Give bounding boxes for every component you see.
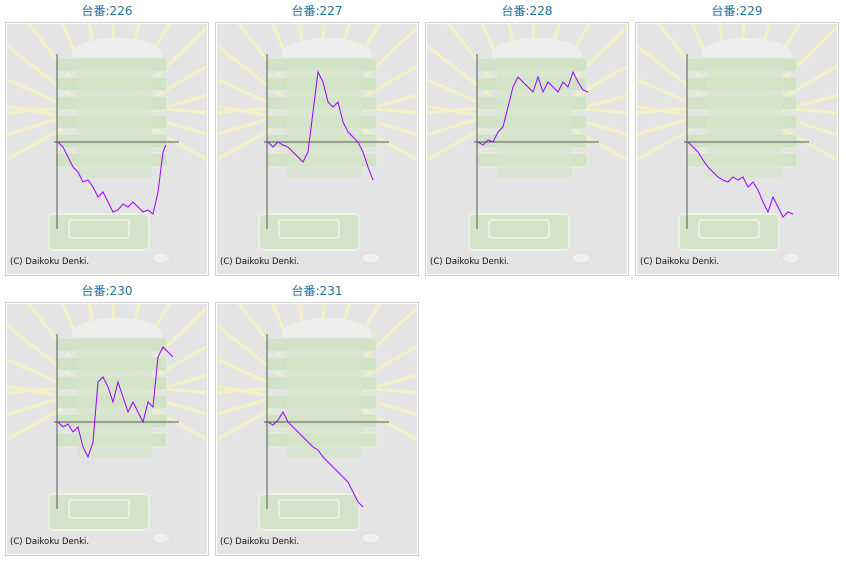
background-illustration [637,24,837,264]
machine-title-link[interactable]: 台番:230 [81,284,133,298]
slump-line [57,141,167,215]
background-illustration [427,24,627,264]
copyright-text: (C) Daikoku Denki. [220,537,299,547]
slump-line [57,346,174,459]
machine-card-231: 台番:231 (C) Daikoku Denki. [215,280,419,556]
graph-svg: (C) Daikoku Denki. [217,304,417,554]
slump-line [267,410,364,508]
copyright-text: (C) Daikoku Denki. [640,257,719,267]
machine-title-link[interactable]: 台番:226 [81,4,133,18]
background-illustration [217,304,417,544]
slump-graph[interactable]: (C) Daikoku Denki. [425,22,629,276]
slump-line [687,141,794,218]
machine-title-link[interactable]: 台番:228 [501,4,553,18]
slump-graph[interactable]: (C) Daikoku Denki. [215,22,419,276]
background-illustration [7,24,207,264]
machine-card-229: 台番:229 (C) Daikoku Denki. [635,0,839,276]
machine-title-link[interactable]: 台番:229 [711,4,763,18]
graph-svg: (C) Daikoku Denki. [217,24,417,274]
copyright-text: (C) Daikoku Denki. [10,257,89,267]
machine-card-228: 台番:228 (C) Daikoku Denki. [425,0,629,276]
graph-svg: (C) Daikoku Denki. [637,24,837,274]
machine-card-227: 台番:227 (C) Daikoku Denki. [215,0,419,276]
copyright-text: (C) Daikoku Denki. [220,257,299,267]
graph-svg: (C) Daikoku Denki. [427,24,627,274]
machine-card-230: 台番:230 (C) Daikoku Denki. [5,280,209,556]
slump-line [267,70,374,181]
slump-graph[interactable]: (C) Daikoku Denki. [5,22,209,276]
machine-card-226: 台番:226 (C) Daikoku Denki. [5,0,209,276]
copyright-text: (C) Daikoku Denki. [10,537,89,547]
graph-svg: (C) Daikoku Denki. [7,304,207,554]
slump-graph[interactable]: (C) Daikoku Denki. [215,302,419,556]
graph-svg: (C) Daikoku Denki. [7,24,207,274]
slump-line [477,70,589,146]
slump-graph[interactable]: (C) Daikoku Denki. [635,22,839,276]
machine-title-link[interactable]: 台番:231 [291,284,343,298]
machine-title-link[interactable]: 台番:227 [291,4,343,18]
copyright-text: (C) Daikoku Denki. [430,257,509,267]
slump-graph[interactable]: (C) Daikoku Denki. [5,302,209,556]
